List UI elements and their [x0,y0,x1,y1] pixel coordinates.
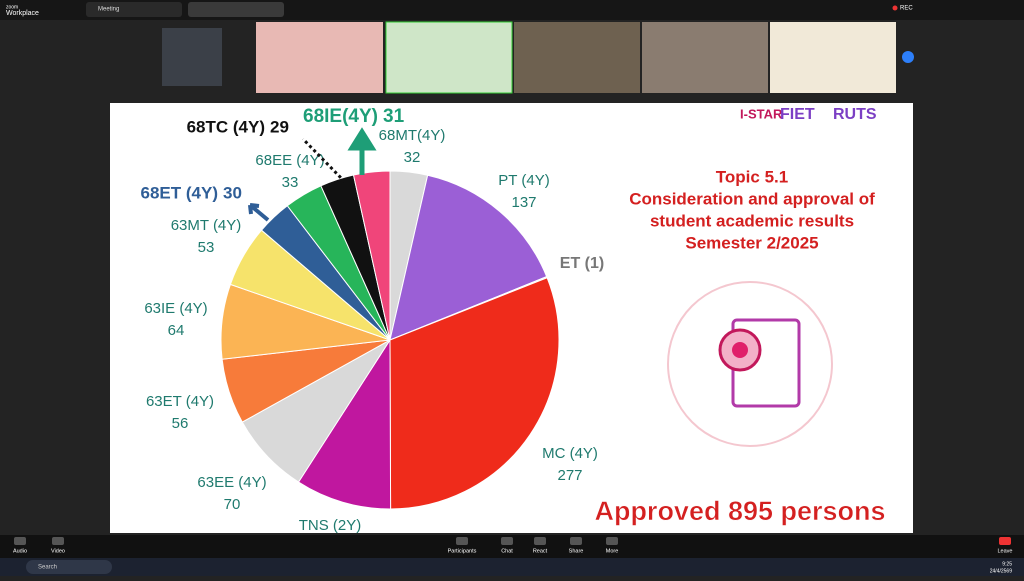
icon [732,342,748,358]
rec-dot [892,5,898,11]
value-label: 53 [198,239,215,256]
value-label: 33 [282,174,299,191]
leader [301,137,347,184]
value-label: 56 [172,415,189,432]
slice-label: 63ET (4Y) [146,393,214,410]
slice-label: 63MT (4Y) [171,217,242,234]
toolbar-button[interactable] [52,537,64,545]
toolbar-button[interactable] [570,537,582,545]
toolbar-button[interactable] [534,537,546,545]
slide-topic: Semester 2/2025 [685,233,818,252]
value-label: 32 [404,149,421,166]
pie-chart: 68MT(4Y) 32 PT (4Y) 137 ET (1) MC (4Y) 277 TNS … [141,106,605,534]
toolbar-label: More [606,548,619,554]
video [162,28,222,86]
slice-label: 68EE (4Y) [255,152,324,169]
slice-label: 68TC (4Y) [187,117,265,136]
toolbar-button[interactable] [606,537,618,545]
search-box[interactable] [26,560,112,574]
value-label: 30 [223,183,242,202]
search: Search [38,565,57,571]
logo: FIET [780,106,815,123]
clock: 9:25 [1002,561,1012,567]
pie-slice [352,170,391,341]
toolbar-button[interactable] [501,537,513,545]
taskbar [0,558,1024,576]
toolbar-button[interactable] [999,537,1011,545]
date: 24/4/2569 [990,568,1012,574]
slice-label: PT (4Y) [498,172,549,189]
slice-label: MC (4Y) [542,445,598,462]
video [514,22,640,93]
logo: RUTS [833,106,877,123]
slice-label: TNS (2Y) [299,517,362,534]
tab[interactable] [86,2,182,17]
video-strip [162,21,914,94]
video [770,22,896,93]
toolbar-label: Audio [13,548,27,554]
toolbar-label: Chat [501,548,513,554]
toolbar-button[interactable] [14,537,26,545]
toolbar-label: React [533,548,548,554]
tab[interactable] [188,2,284,17]
value-label: 64 [168,322,185,339]
next-button[interactable] [902,51,914,63]
arrow [248,203,270,222]
rec: REC [900,6,913,12]
value-label: 31 [383,106,405,127]
video [256,22,383,93]
slice-label: 68ET (4Y) [141,183,218,202]
approved: Approved 895 persons [594,496,885,526]
slide-topic: student academic results [650,211,854,230]
slice-label: ET (1) [560,255,604,272]
brand: Workplace [6,10,39,17]
slice-label: 63EE (4Y) [197,474,266,491]
slice-label: 68IE(4Y) [303,106,378,127]
toolbar-label: Share [569,548,584,554]
slice-label: 63IE (4Y) [144,300,207,317]
slide-topic: Topic 5.1 [716,167,788,186]
value-label: 29 [270,117,289,136]
slide-topic: Consideration and approval of [629,189,875,208]
tab-label: Meeting [98,7,119,13]
slice-label: 68MT(4Y) [379,127,446,144]
video [385,21,513,94]
toolbar [0,535,1024,558]
toolbar-button[interactable] [456,537,468,545]
value-label: 70 [224,496,241,513]
pie-slice [389,174,548,341]
toolbar-label: Leave [998,548,1013,554]
toolbar-label: Participants [448,548,477,554]
toolbar-label: Video [51,548,65,554]
logo: I-STAR [740,106,783,121]
pie-slice [297,338,392,510]
arrow [347,127,377,175]
value-label: 277 [557,467,582,484]
brand: zoom [6,4,18,10]
pie-slice [389,277,560,510]
video [642,22,768,93]
value-label: 137 [511,194,536,211]
